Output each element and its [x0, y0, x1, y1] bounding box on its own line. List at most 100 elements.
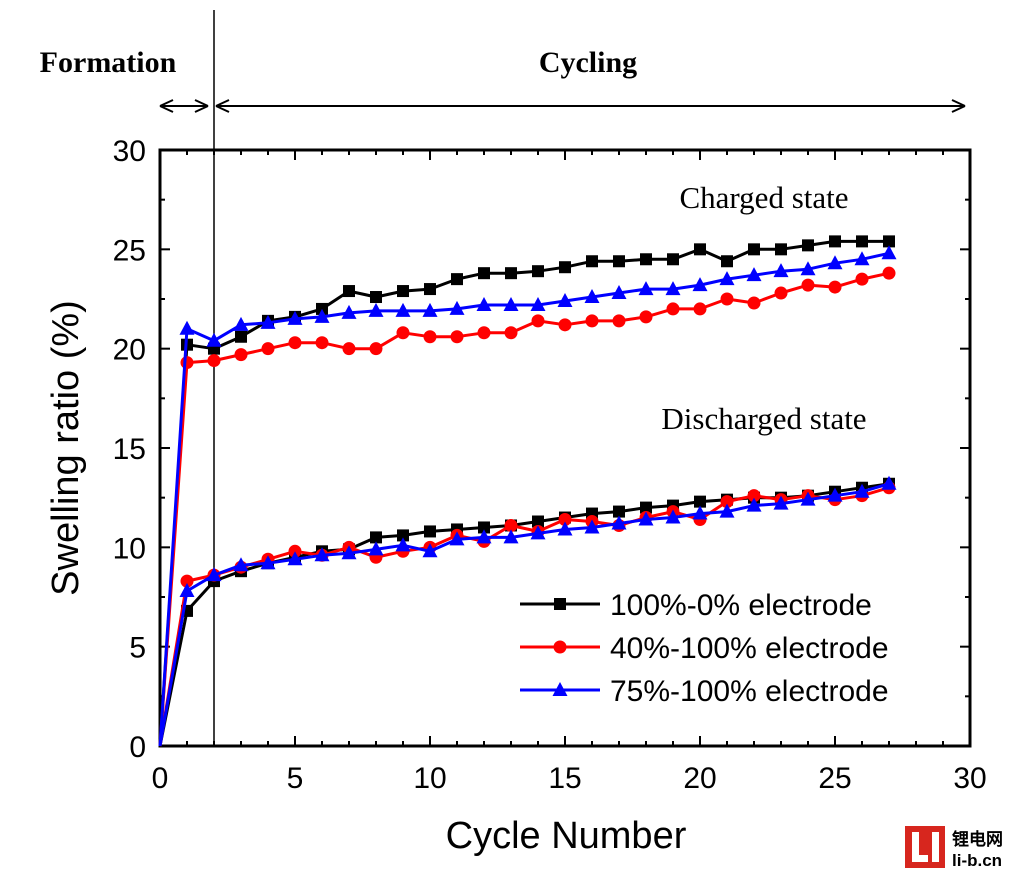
series-3: [158, 245, 897, 747]
logo-chinese-text: 锂电网: [952, 829, 1003, 850]
data-point-discharged: [854, 483, 870, 498]
data-point-charged: [802, 239, 814, 252]
data-point-charged: [800, 261, 816, 276]
data-point-charged: [476, 296, 492, 311]
series-line-charged: [158, 239, 889, 747]
y-tick-label: 30: [113, 135, 146, 168]
data-point-charged: [611, 285, 627, 300]
data-point-discharged: [206, 567, 222, 582]
data-point-discharged: [638, 511, 654, 526]
logo-mark-i: [932, 832, 939, 862]
data-point-charged: [746, 267, 762, 282]
data-point-charged: [882, 266, 896, 280]
data-point-charged: [854, 251, 870, 266]
series-1: [158, 235, 895, 747]
data-point-charged: [775, 243, 787, 256]
data-point-discharged: [368, 541, 384, 556]
data-point-discharged: [800, 491, 816, 506]
x-tick-label: 25: [818, 762, 851, 795]
data-point-charged: [179, 320, 195, 335]
data-point-charged: [856, 235, 868, 248]
data-point-charged: [180, 356, 194, 370]
data-point-charged: [613, 255, 625, 268]
legend-label: 75%-100% electrode: [610, 675, 889, 708]
series-line-charged: [158, 251, 890, 747]
data-point-charged: [478, 267, 490, 280]
data-point-charged: [396, 326, 410, 340]
data-point-charged: [370, 291, 382, 304]
x-tick-label: 0: [152, 762, 169, 795]
series-line-charged: [158, 271, 890, 747]
data-point-discharged: [341, 545, 357, 560]
data-point-charged: [557, 292, 573, 307]
data-point-discharged: [179, 583, 195, 598]
data-point-charged: [720, 292, 734, 306]
discharged-state-annotation: Discharged state: [661, 401, 866, 436]
data-point-charged: [827, 255, 843, 270]
x-tick-label: 15: [548, 762, 581, 795]
data-point-discharged: [233, 557, 249, 572]
data-point-charged: [638, 281, 654, 296]
data-point-discharged: [665, 509, 681, 524]
legend-marker: [553, 640, 567, 654]
data-point-discharged: [747, 489, 761, 503]
data-point-charged: [640, 253, 652, 266]
data-point-charged: [449, 300, 465, 315]
data-point-charged: [341, 304, 357, 319]
legend-marker: [554, 598, 566, 610]
x-axis-title: Cycle Number: [446, 815, 687, 857]
data-point-discharged: [827, 487, 843, 502]
data-point-charged: [343, 285, 355, 298]
data-point-charged: [532, 265, 544, 278]
legend-label: 40%-100% electrode: [610, 632, 889, 665]
data-point-discharged: [424, 525, 436, 538]
data-point-charged: [719, 271, 735, 286]
data-point-charged: [477, 326, 491, 340]
data-point-charged: [883, 235, 895, 248]
data-point-discharged: [720, 495, 734, 509]
data-point-charged: [206, 332, 222, 347]
data-point-discharged: [692, 505, 708, 520]
data-point-discharged: [881, 475, 897, 490]
y-tick-label: 5: [129, 632, 146, 665]
data-point-charged: [314, 308, 330, 323]
data-point-charged: [505, 267, 517, 280]
data-point-discharged: [449, 531, 465, 546]
data-point-charged: [585, 314, 599, 328]
data-point-charged: [665, 281, 681, 296]
data-point-discharged: [640, 501, 652, 514]
data-point-charged: [233, 316, 249, 331]
data-point-charged: [747, 296, 761, 310]
data-point-charged: [855, 272, 869, 286]
data-point-charged: [451, 273, 463, 286]
data-point-charged: [234, 348, 248, 362]
data-point-charged: [424, 283, 436, 296]
data-point-discharged: [287, 551, 303, 566]
data-point-discharged: [314, 547, 330, 562]
data-point-charged: [586, 255, 598, 268]
data-point-charged: [748, 243, 760, 256]
data-point-charged: [612, 314, 626, 328]
formation-arrow-left-head: [159, 99, 174, 113]
data-point-charged: [773, 263, 789, 278]
data-point-discharged: [584, 519, 600, 534]
data-point-charged: [342, 342, 356, 356]
data-point-charged: [721, 255, 733, 268]
data-point-charged: [774, 286, 788, 300]
logo-mark-l-stem: [912, 832, 919, 862]
data-point-charged: [667, 253, 679, 266]
data-point-charged: [531, 314, 545, 328]
data-point-charged: [207, 354, 221, 368]
data-point-charged: [395, 302, 411, 317]
x-tick-label: 30: [953, 762, 986, 795]
data-point-charged: [287, 310, 303, 325]
data-point-discharged: [613, 505, 625, 518]
y-tick-label: 25: [113, 234, 146, 267]
cycling-label: Cycling: [539, 46, 637, 79]
data-point-charged: [801, 278, 815, 292]
data-point-discharged: [719, 503, 735, 518]
data-point-charged: [260, 314, 276, 329]
data-point-charged: [559, 261, 571, 274]
data-point-discharged: [773, 495, 789, 510]
